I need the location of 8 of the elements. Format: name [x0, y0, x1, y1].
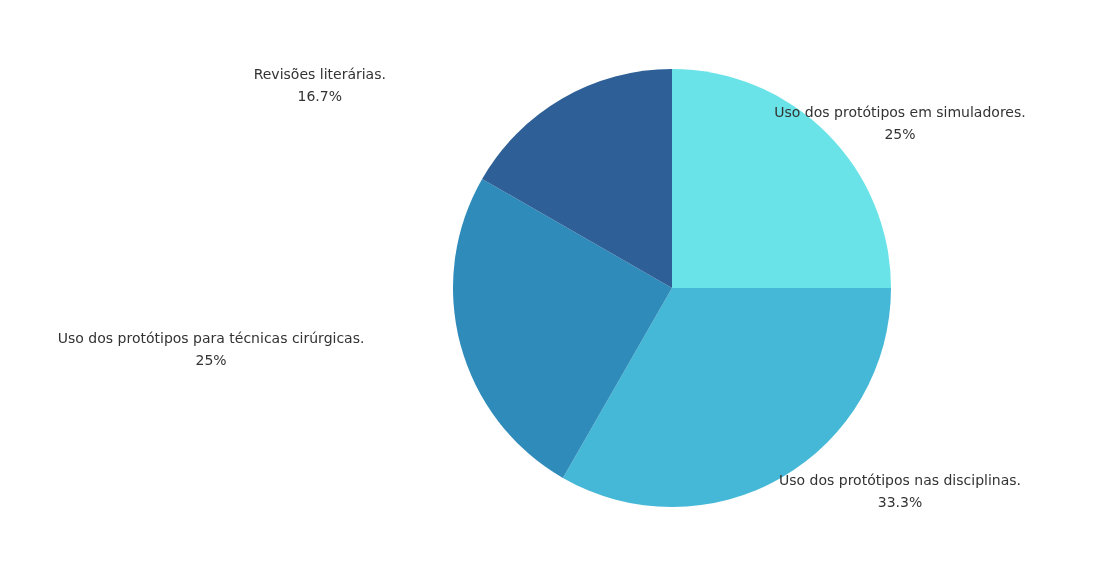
- data-label: 25%: [195, 352, 227, 369]
- data-label: 16.7%: [297, 88, 343, 105]
- data-label: 25%: [884, 125, 916, 142]
- slice-label: Uso dos protótipos em simuladores.: [774, 103, 1026, 120]
- data-label: 33.3%: [877, 493, 923, 510]
- slice-label: Uso dos protótipos nas disciplinas.: [779, 471, 1021, 488]
- slice-label: Uso dos protótipos para técnicas cirúrgicas.: [57, 330, 365, 347]
- slice-label: Revisões literárias.: [253, 66, 386, 83]
